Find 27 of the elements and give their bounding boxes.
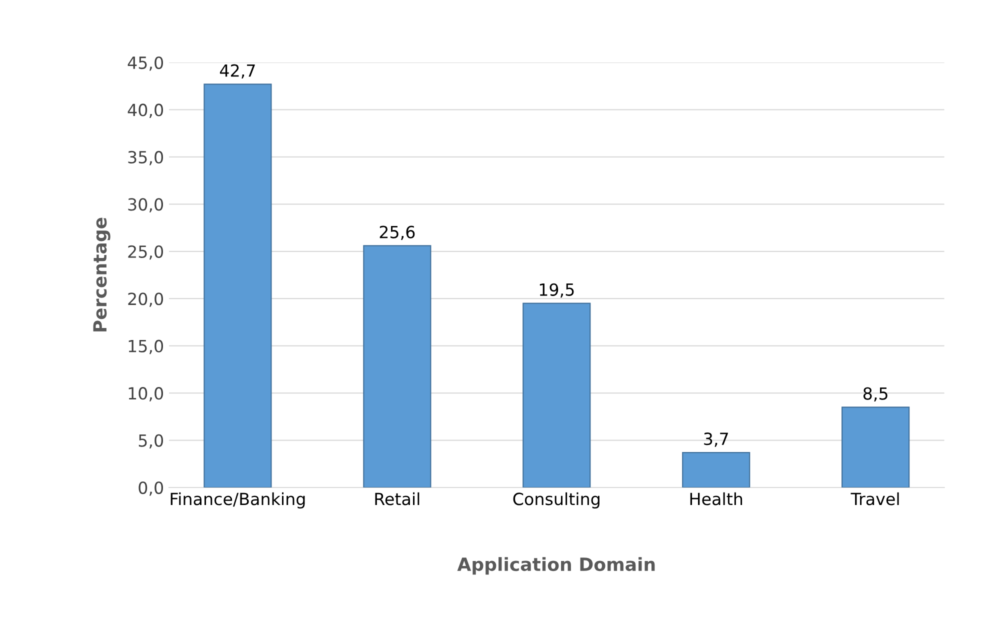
- y-axis-title: Percentage: [93, 218, 110, 332]
- y-tick-label: 45,0: [128, 56, 164, 71]
- x-tick-label: Travel: [850, 492, 899, 506]
- x-tick-label: Finance/Banking: [170, 492, 305, 508]
- y-tick-label: 5,0: [138, 434, 164, 449]
- y-tick-label: 40,0: [128, 104, 164, 118]
- data-label: 25,6: [380, 226, 415, 240]
- data-label: 19,5: [540, 283, 574, 298]
- x-axis-title: Application Domain: [457, 557, 655, 575]
- bar: [363, 245, 432, 488]
- bar: [522, 302, 591, 488]
- x-tick-label: Retail: [375, 492, 420, 506]
- y-tick-label: 25,0: [128, 245, 164, 260]
- x-tick-label: Health: [690, 492, 742, 506]
- y-tick-label: 0,0: [138, 481, 164, 496]
- bar: [204, 84, 272, 488]
- data-label: 42,7: [220, 64, 255, 79]
- y-tick-label: 35,0: [128, 150, 164, 166]
- y-tick-label: 15,0: [128, 340, 164, 354]
- data-label: 8,5: [863, 387, 888, 402]
- y-tick-label: 10,0: [128, 387, 164, 402]
- bar: [842, 406, 910, 488]
- bar: [682, 452, 750, 488]
- y-tick-label: 30,0: [128, 198, 164, 212]
- x-tick-label: Consulting: [513, 492, 600, 508]
- data-label: 3,7: [704, 432, 728, 447]
- y-tick-label: 20,0: [128, 292, 164, 307]
